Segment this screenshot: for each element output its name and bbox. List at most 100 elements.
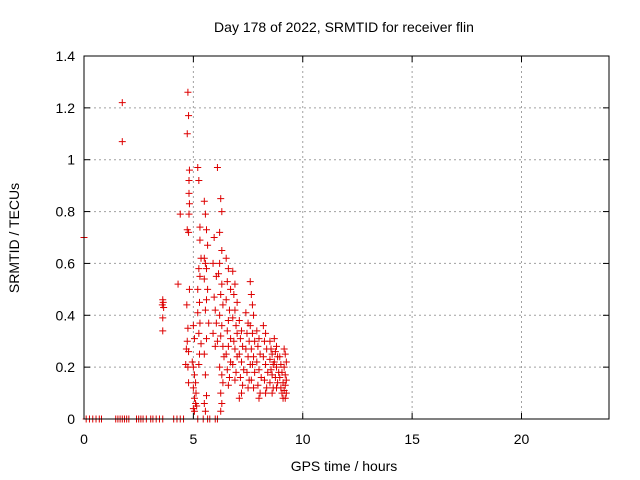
data-point <box>185 176 193 184</box>
data-point <box>262 361 270 369</box>
data-point <box>267 366 275 374</box>
data-point <box>247 345 255 353</box>
data-point <box>271 348 279 356</box>
data-point <box>227 285 235 293</box>
data-point <box>224 342 232 350</box>
data-point <box>196 298 203 306</box>
data-point <box>248 301 256 309</box>
data-point <box>197 340 205 348</box>
data-point <box>217 407 225 415</box>
data-point <box>222 296 230 304</box>
data-point <box>188 358 196 366</box>
data-point <box>189 322 197 330</box>
data-point <box>231 280 239 288</box>
data-point <box>218 371 226 379</box>
data-point <box>196 272 204 280</box>
y-axis-label: SRMTID / TECUs <box>6 183 22 293</box>
data-point <box>230 291 238 299</box>
data-point <box>217 389 225 397</box>
data-point <box>211 306 219 314</box>
data-point <box>225 374 233 382</box>
data-point <box>259 353 267 361</box>
data-point <box>248 361 256 369</box>
x-axis-label: GPS time / hours <box>291 458 398 474</box>
data-point <box>192 389 200 397</box>
data-point <box>281 394 289 402</box>
data-point <box>217 332 225 340</box>
data-point <box>201 371 209 379</box>
data-point <box>270 358 278 366</box>
data-point <box>218 246 226 254</box>
data-point <box>219 301 227 309</box>
data-point <box>203 335 210 343</box>
data-point <box>218 280 226 288</box>
data-point <box>255 335 263 343</box>
data-point <box>189 363 197 371</box>
data-point <box>250 311 258 319</box>
y-tick-label: 0.6 <box>56 255 76 271</box>
data-point <box>266 379 274 387</box>
data-point <box>185 379 193 387</box>
data-point <box>185 210 193 218</box>
data-point <box>183 130 191 138</box>
data-point <box>200 350 208 358</box>
data-point <box>184 324 192 332</box>
data-point <box>216 363 224 371</box>
data-point <box>276 353 284 361</box>
data-point <box>200 399 208 407</box>
x-tick-label: 5 <box>189 431 197 447</box>
data-point <box>280 345 288 353</box>
data-point <box>229 361 237 369</box>
data-point <box>266 337 274 345</box>
data-point <box>160 304 168 312</box>
data-point <box>201 407 209 415</box>
data-point <box>282 376 290 384</box>
data-point <box>190 394 198 402</box>
data-point <box>205 319 213 327</box>
data-point <box>159 314 167 322</box>
y-tick-label: 0.4 <box>56 307 76 323</box>
data-point <box>281 350 289 358</box>
data-point <box>210 234 218 241</box>
data-point <box>236 374 244 382</box>
data-point <box>253 358 261 366</box>
data-point <box>230 337 238 345</box>
data-point <box>222 254 230 262</box>
data-point <box>253 327 261 335</box>
data-point <box>231 345 239 353</box>
data-point <box>196 223 204 231</box>
data-point <box>217 195 225 203</box>
data-point <box>224 316 232 324</box>
data-point <box>210 293 218 301</box>
data-point <box>255 366 263 374</box>
data-point <box>231 376 239 384</box>
data-point <box>195 329 203 337</box>
data-point <box>229 267 237 275</box>
data-point <box>270 335 278 343</box>
data-point <box>273 363 280 371</box>
data-point <box>159 327 167 335</box>
data-point <box>209 329 217 337</box>
data-point <box>203 226 210 234</box>
x-tick-label: 10 <box>295 431 311 447</box>
data-point <box>185 166 193 174</box>
data-point <box>232 322 240 330</box>
x-tick-label: 0 <box>80 431 88 447</box>
data-point <box>195 265 203 273</box>
data-point <box>189 384 197 392</box>
y-tick-label: 0 <box>67 411 75 427</box>
y-tick-label: 1.4 <box>56 48 76 64</box>
data-point <box>262 389 270 397</box>
axis-ticks: 0 0.2 0.4 0.6 0.8 1 1.2 1.4 0 5 10 15 20 <box>56 48 609 447</box>
data-point <box>259 322 267 330</box>
data-point <box>201 259 209 267</box>
data-point <box>231 306 239 314</box>
data-point <box>267 345 275 353</box>
data-point <box>203 392 210 400</box>
data-point <box>204 285 212 293</box>
data-point <box>118 138 126 146</box>
data-point <box>235 350 243 358</box>
data-point <box>224 265 232 273</box>
data-point <box>183 337 191 345</box>
